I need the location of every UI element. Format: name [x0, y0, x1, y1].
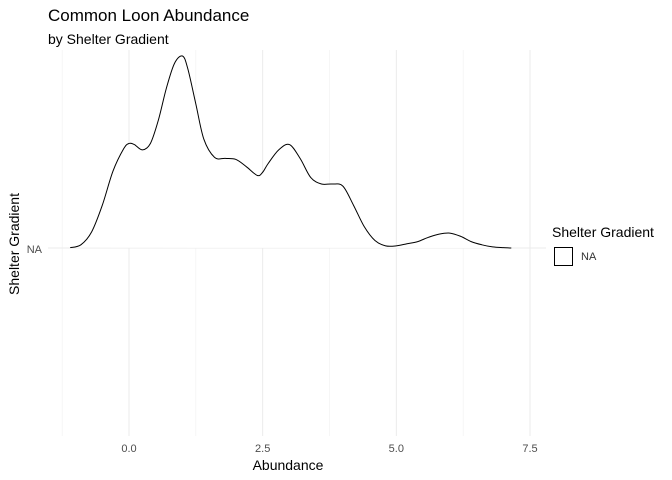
x-axis-title: Abundance: [253, 457, 324, 473]
legend-label: NA: [581, 250, 597, 263]
legend-item: NA: [554, 247, 654, 266]
density-curves: [70, 55, 512, 249]
x-tick-label: 0.0: [121, 443, 136, 455]
chart-title: Common Loon Abundance: [48, 6, 250, 25]
y-tick-label: NA: [27, 244, 43, 256]
x-tick-label: 5.0: [389, 443, 404, 455]
density-curve-na: [70, 55, 512, 249]
legend: Shelter Gradient NA: [552, 224, 654, 266]
x-tick-label: 7.5: [522, 443, 537, 455]
y-axis-title: Shelter Gradient: [6, 193, 22, 295]
axis-ticks: 0.0 2.5 5.0 7.5 NA: [27, 244, 538, 455]
x-tick-label: 2.5: [255, 443, 270, 455]
legend-title: Shelter Gradient: [552, 224, 654, 240]
legend-key-swatch: [554, 247, 573, 266]
chart-subtitle: by Shelter Gradient: [48, 31, 169, 47]
